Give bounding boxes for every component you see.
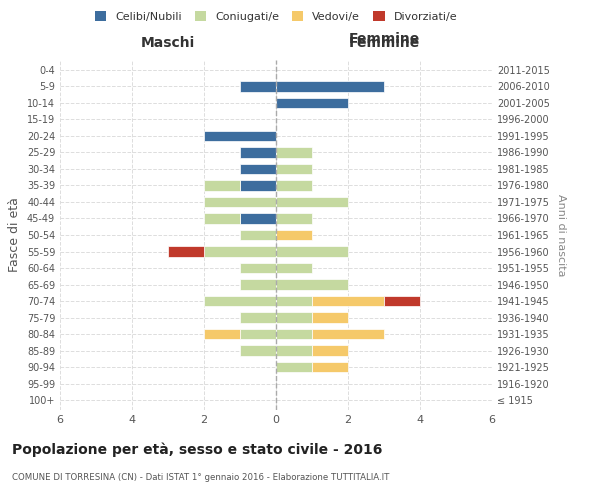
Bar — [276, 164, 312, 174]
Bar — [240, 262, 276, 274]
Bar — [240, 312, 276, 323]
Bar — [204, 130, 276, 141]
Bar — [204, 180, 240, 191]
Bar — [240, 81, 276, 92]
Bar — [276, 230, 312, 240]
Bar — [312, 345, 348, 356]
Bar — [276, 81, 384, 92]
Bar — [240, 328, 276, 340]
Bar — [384, 296, 420, 306]
Text: Femmine: Femmine — [349, 32, 419, 46]
Bar — [204, 328, 240, 340]
Bar — [276, 279, 348, 290]
Bar — [276, 180, 312, 191]
Bar — [276, 262, 312, 274]
Bar — [312, 362, 348, 372]
Bar — [276, 98, 348, 108]
Bar — [312, 296, 384, 306]
Bar — [276, 296, 312, 306]
Legend: Celibi/Nubili, Coniugati/e, Vedovi/e, Divorziati/e: Celibi/Nubili, Coniugati/e, Vedovi/e, Di… — [92, 8, 460, 25]
Bar — [240, 230, 276, 240]
Bar — [276, 147, 312, 158]
Bar — [240, 279, 276, 290]
Bar — [240, 345, 276, 356]
Bar — [240, 180, 276, 191]
Text: Maschi: Maschi — [141, 36, 195, 50]
Y-axis label: Anni di nascita: Anni di nascita — [556, 194, 566, 276]
Text: Femmine: Femmine — [349, 36, 419, 50]
Bar — [240, 147, 276, 158]
Text: COMUNE DI TORRESINA (CN) - Dati ISTAT 1° gennaio 2016 - Elaborazione TUTTITALIA.: COMUNE DI TORRESINA (CN) - Dati ISTAT 1°… — [12, 472, 389, 482]
Bar — [276, 362, 312, 372]
Y-axis label: Fasce di età: Fasce di età — [8, 198, 21, 272]
Bar — [240, 164, 276, 174]
Bar — [276, 196, 348, 207]
Bar — [312, 312, 348, 323]
Bar — [276, 312, 312, 323]
Text: Popolazione per età, sesso e stato civile - 2016: Popolazione per età, sesso e stato civil… — [12, 442, 382, 457]
Bar — [204, 213, 240, 224]
Bar — [312, 328, 384, 340]
Bar — [276, 213, 312, 224]
Bar — [204, 296, 276, 306]
Bar — [204, 196, 276, 207]
Bar — [240, 213, 276, 224]
Bar — [168, 246, 204, 257]
Bar — [276, 328, 312, 340]
Bar — [276, 246, 348, 257]
Bar — [204, 246, 276, 257]
Bar — [276, 345, 312, 356]
